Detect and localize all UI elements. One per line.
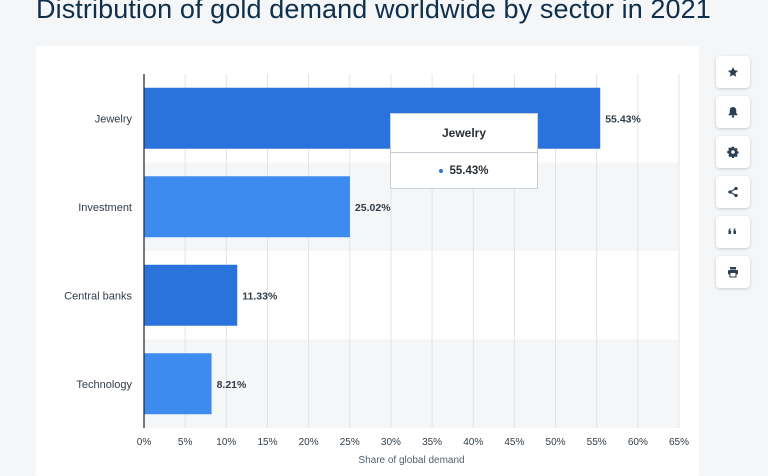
- chart-tooltip: Jewelry 55.43%: [390, 113, 538, 189]
- x-tick-label: 20%: [299, 437, 319, 448]
- star-icon: [727, 67, 739, 77]
- chart-toolbar: [716, 56, 750, 296]
- tooltip-series-dot: [439, 168, 444, 173]
- tooltip-value-row: 55.43%: [391, 153, 537, 189]
- value-label: 8.21%: [217, 379, 247, 391]
- quote-icon: [728, 228, 736, 234]
- tooltip-title: Jewelry: [391, 114, 537, 153]
- value-label: 55.43%: [605, 113, 641, 125]
- x-axis-title: Share of global demand: [358, 455, 464, 466]
- x-tick-label: 30%: [381, 437, 401, 448]
- chart-card: Jewelry 55.43% Investment 25.02% Central ban…: [36, 46, 699, 476]
- x-tick-label: 25%: [340, 437, 360, 448]
- cite-button[interactable]: [716, 216, 750, 248]
- print-icon: [728, 267, 738, 278]
- value-label: 11.33%: [242, 290, 278, 302]
- x-tick-label: 65%: [669, 437, 689, 448]
- x-tick-label: 0%: [137, 437, 152, 448]
- x-tick-label: 35%: [422, 437, 442, 448]
- category-label: Jewelry: [95, 113, 133, 125]
- print-button[interactable]: [716, 256, 750, 288]
- bar: [144, 353, 212, 415]
- x-tick-label: 10%: [216, 437, 236, 448]
- category-label: Technology: [76, 379, 132, 391]
- x-tick-label: 45%: [504, 437, 524, 448]
- row-band: [144, 339, 679, 428]
- share-button[interactable]: [716, 176, 750, 208]
- bar: [144, 264, 238, 326]
- tooltip-value: 55.43%: [449, 165, 489, 177]
- category-label: Investment: [78, 202, 132, 214]
- x-tick-label: 60%: [628, 437, 648, 448]
- x-tick-label: 15%: [257, 437, 277, 448]
- settings-button[interactable]: [716, 136, 750, 168]
- x-tick-label: 50%: [546, 437, 566, 448]
- category-label: Central banks: [64, 290, 132, 302]
- bar: [144, 176, 350, 238]
- favorite-button[interactable]: [716, 56, 750, 88]
- page-title: Distribution of gold demand worldwide by…: [36, 0, 711, 24]
- notification-button[interactable]: [716, 96, 750, 128]
- share-icon: [728, 186, 738, 198]
- gear-icon: [727, 146, 739, 158]
- x-tick-label: 5%: [178, 437, 193, 448]
- value-label: 25.02%: [355, 202, 391, 214]
- bell-icon: [728, 107, 738, 118]
- x-tick-label: 55%: [587, 437, 607, 448]
- x-tick-label: 40%: [463, 437, 483, 448]
- bar-chart: Jewelry 55.43% Investment 25.02% Central ban…: [64, 74, 689, 466]
